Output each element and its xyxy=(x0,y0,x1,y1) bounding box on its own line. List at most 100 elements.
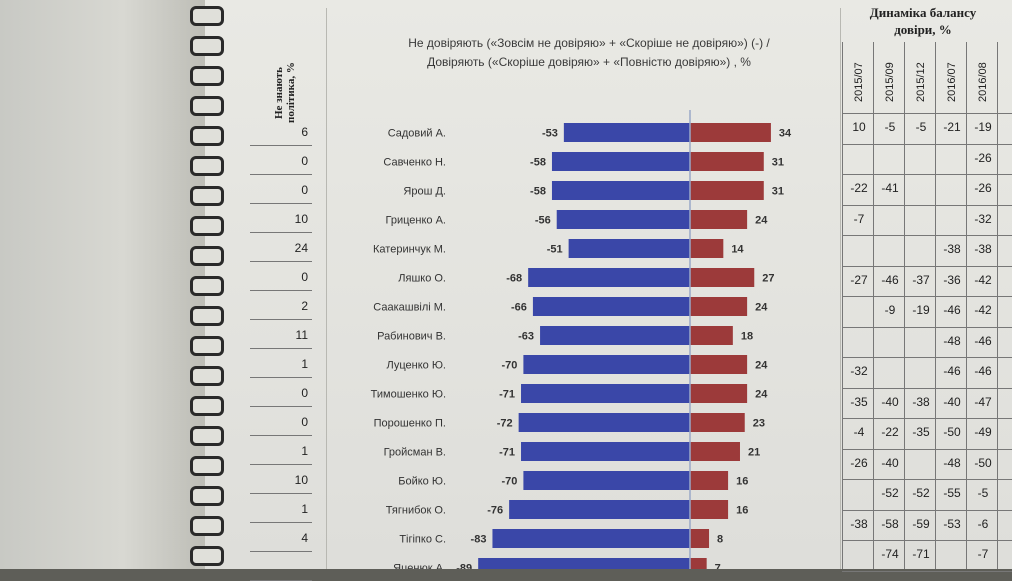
negative-bar xyxy=(532,297,690,316)
category-label: Порошенко П. xyxy=(374,418,446,430)
negative-value-label: -71 xyxy=(499,447,515,459)
balance-cell: -48 xyxy=(943,455,961,470)
balance-header: Динаміка балансу довіри, % xyxy=(869,5,977,37)
balance-cell: -38 xyxy=(912,394,930,409)
dont-know-cell: 0 xyxy=(250,147,312,175)
balance-cell: -55 xyxy=(943,486,961,500)
positive-bar xyxy=(690,500,729,519)
spiral-binding xyxy=(186,0,226,569)
negative-value-label: -71 xyxy=(499,389,515,401)
balance-cell: -52 xyxy=(912,486,930,500)
balance-cell: -74 xyxy=(881,547,899,561)
balance-cell: -53 xyxy=(943,516,961,531)
spiral-ring xyxy=(190,276,224,296)
positive-value-label: 24 xyxy=(755,389,768,401)
table-grid-line xyxy=(842,509,1012,511)
balance-cell: -46 xyxy=(974,364,992,378)
table-grid-line xyxy=(997,42,998,569)
balance-cell: -21 xyxy=(943,120,961,134)
spiral-ring xyxy=(190,396,224,416)
positive-bar xyxy=(690,123,771,142)
table-grid-line xyxy=(842,418,1012,419)
dont-know-cell: 0 xyxy=(250,408,312,436)
category-label: Гриценко А. xyxy=(386,215,446,227)
positive-bar xyxy=(690,297,748,316)
negative-bar xyxy=(540,326,690,345)
category-label: Яценюк А. xyxy=(393,563,446,570)
table-grid-line xyxy=(842,113,1012,114)
balance-cell: -27 xyxy=(850,272,868,287)
spiral-ring xyxy=(190,486,224,506)
dont-know-cell: 0 xyxy=(250,263,312,291)
positive-value-label: 31 xyxy=(772,186,784,198)
negative-value-label: -76 xyxy=(487,505,503,517)
dont-know-cell: 10 xyxy=(250,466,312,494)
dont-know-cell: 11 xyxy=(250,321,312,349)
positive-bar xyxy=(690,384,748,403)
year-header: 2015/12 xyxy=(915,62,927,102)
balance-cell: -42 xyxy=(974,303,992,317)
negative-value-label: -51 xyxy=(547,244,563,256)
dont-know-cell: 0 xyxy=(250,379,312,407)
table-grid-line xyxy=(842,265,1012,267)
balance-cell: -26 xyxy=(850,455,868,470)
spiral-ring xyxy=(190,156,224,176)
negative-bar xyxy=(551,181,690,200)
spiral-ring xyxy=(190,336,224,356)
negative-bar xyxy=(556,210,690,229)
balance-cell: -5 xyxy=(915,120,927,134)
category-label: Бойко Ю. xyxy=(398,476,446,488)
category-label: Гройсман В. xyxy=(384,447,446,459)
category-label: Рабинович В. xyxy=(377,331,446,343)
balance-cell: -35 xyxy=(912,425,930,439)
balance-cell: -22 xyxy=(881,425,899,439)
table-grid-line xyxy=(842,204,1012,206)
positive-bar xyxy=(690,529,710,548)
negative-value-label: -72 xyxy=(497,418,513,430)
positive-value-label: 8 xyxy=(717,534,723,546)
dont-know-cell: 1 xyxy=(250,350,312,378)
positive-value-label: 16 xyxy=(736,476,748,488)
year-header: 2015/09 xyxy=(884,62,896,102)
spiral-ring xyxy=(190,426,224,446)
balance-cell: -19 xyxy=(912,303,930,317)
spiral-ring xyxy=(190,546,224,566)
negative-value-label: -68 xyxy=(506,273,522,285)
dont-know-cell: 24 xyxy=(250,234,312,262)
negative-bar xyxy=(509,500,690,519)
balance-cell: -40 xyxy=(881,455,899,470)
balance-cell: -47 xyxy=(974,394,992,409)
balance-cell: -48 xyxy=(943,333,961,348)
positive-value-label: 18 xyxy=(741,331,753,343)
negative-bar xyxy=(518,413,690,432)
positive-bar xyxy=(690,326,733,345)
dont-know-cell: 10 xyxy=(250,205,312,233)
balance-cell: -52 xyxy=(881,486,899,500)
table-grid-line xyxy=(842,357,1012,358)
positive-value-label: 16 xyxy=(736,505,748,517)
year-header: 2016/07 xyxy=(946,62,958,102)
negative-value-label: -56 xyxy=(535,215,551,227)
balance-cell: -46 xyxy=(943,364,961,378)
table-grid-line xyxy=(842,479,1012,480)
balance-cell: -7 xyxy=(853,211,865,226)
balance-cell: -35 xyxy=(850,394,868,409)
dont-know-cell: 0 xyxy=(250,176,312,204)
dont-know-cell: 2 xyxy=(250,292,312,320)
balance-cell: -32 xyxy=(850,364,868,378)
negative-bar xyxy=(568,239,690,258)
balance-cell: -37 xyxy=(912,272,930,287)
balance-cell: -26 xyxy=(974,181,992,195)
negative-value-label: -53 xyxy=(542,128,558,140)
spiral-ring xyxy=(190,36,224,56)
balance-cell: -7 xyxy=(977,547,989,561)
positive-value-label: 21 xyxy=(748,447,760,459)
positive-value-label: 23 xyxy=(753,418,765,430)
category-label: Ляшко О. xyxy=(398,273,446,285)
balance-cell: -5 xyxy=(977,486,989,500)
table-grid-line xyxy=(842,174,1012,175)
positive-bar xyxy=(690,558,707,569)
spiral-ring xyxy=(190,6,224,26)
dont-know-cell: 1 xyxy=(250,495,312,523)
category-label: Садовий А. xyxy=(388,128,446,140)
